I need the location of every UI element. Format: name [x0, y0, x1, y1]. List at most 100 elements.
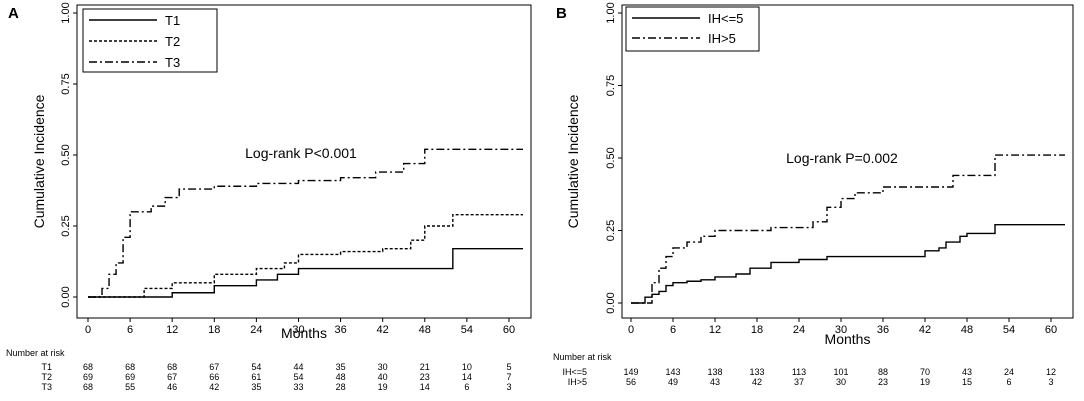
panel-a-legend: T1 T2 T3 — [82, 8, 218, 73]
panel-a-x-tick-label: 54 — [461, 324, 473, 336]
panel-a-risk-value: 67 — [209, 362, 219, 372]
panel-a-y-tick-label: 0.75 — [60, 73, 72, 94]
panel-b-x-tick-label: 60 — [1045, 324, 1057, 336]
panel-b-risk-table-title: Number at risk — [553, 352, 612, 362]
panel-b-risk-value: 19 — [920, 377, 930, 387]
panel-a-x-axis-label: Months — [281, 325, 327, 341]
panel-b-legend-label: IH>5 — [708, 31, 736, 46]
panel-b-risk-value: 149 — [623, 367, 638, 377]
panel-a-risk-value: 69 — [125, 372, 135, 382]
panel-a-risk-value: 14 — [462, 372, 472, 382]
panel-a-x-tick-label: 12 — [166, 324, 178, 336]
panel-b-curve-ih-5 — [631, 154, 1065, 304]
panel-a-legend-label: T3 — [165, 55, 180, 70]
panel-a-legend-label: T1 — [165, 13, 180, 28]
panel-a-risk-row-label: T2 — [41, 372, 52, 382]
panel-b-risk-value: 23 — [878, 377, 888, 387]
panel-a-y-tick-label: 0.00 — [60, 286, 72, 307]
panel-b-risk-value: 37 — [794, 377, 804, 387]
panel-b-risk-value: 30 — [836, 377, 846, 387]
panel-b-risk-value: 133 — [749, 367, 764, 377]
panel-a-risk-value: 55 — [125, 382, 135, 392]
panel-b-x-tick-label: 30 — [835, 324, 847, 336]
panel-a-plot-frame — [76, 4, 532, 319]
panel-b-curve-ih-5 — [631, 224, 1065, 304]
panel-a-risk-value: 61 — [251, 372, 261, 382]
panel-b-curves — [631, 154, 1065, 304]
panel-a-risk-value: 5 — [506, 362, 511, 372]
panel-a-risk-row-label: T1 — [41, 362, 52, 372]
panel-a-risk-value: 54 — [251, 362, 261, 372]
panel-b-risk-value: 143 — [665, 367, 680, 377]
panel-a: A 0 6 12 18 24 30 36 42 48 54 600.000.250.500.751.… — [6, 2, 532, 392]
panel-a-risk-table-title: Number at risk — [6, 348, 65, 358]
panel-a-risk-value: 48 — [336, 372, 346, 382]
panel-a-risk-value: 14 — [420, 382, 430, 392]
panel-b-logrank-annotation: Log-rank P=0.002 — [786, 150, 898, 166]
panel-b-x-tick-label: 48 — [961, 324, 973, 336]
panel-b-x-tick-label: 24 — [793, 324, 805, 336]
panel-a-risk-value: 69 — [83, 372, 93, 382]
panel-b-x-tick-label: 42 — [919, 324, 931, 336]
panel-a-risk-value: 68 — [83, 382, 93, 392]
panel-a-risk-value: 68 — [125, 362, 135, 372]
panel-a-curve-t3 — [88, 148, 523, 298]
panel-b-legend-box — [625, 6, 760, 52]
panel-a-curve-t2 — [88, 213, 523, 298]
panel-b-y-tick-label: 0.25 — [605, 220, 617, 241]
panel-b-x-tick-label: 12 — [709, 324, 721, 336]
panel-a-logrank-annotation: Log-rank P<0.001 — [245, 145, 357, 161]
panel-a-risk-value: 28 — [336, 382, 346, 392]
panel-b-risk-value: 49 — [668, 377, 678, 387]
panel-b-x-tick-label: 18 — [751, 324, 763, 336]
panel-b-y-tick-label: 0.75 — [605, 75, 617, 96]
panel-a-risk-value: 35 — [336, 362, 346, 372]
panel-a-risk-value: 68 — [167, 362, 177, 372]
panel-b-axes: 0 6 12 18 24 30 36 42 48 54 60 0.00 0.25 0.50 0.75 1.00 — [605, 2, 1057, 336]
panel-a-x-tick-label: 24 — [250, 324, 262, 336]
panel-b-risk-value: 43 — [962, 367, 972, 377]
panel-a-x-tick-label: 48 — [419, 324, 431, 336]
panel-a-risk-value: 68 — [83, 362, 93, 372]
panel-a-risk-value: 54 — [293, 372, 303, 382]
panel-a-y-tick-label: 0.50 — [60, 144, 72, 165]
panel-a-risk-value: 44 — [293, 362, 303, 372]
panel-a-risk-value: 3 — [506, 382, 511, 392]
panel-a-curve-t1 — [88, 248, 523, 298]
panel-b-legend: IH<=5 IH>5 — [625, 6, 760, 52]
panel-a-x-tick-label: 30 — [292, 324, 304, 336]
panel-b-x-tick-label: 54 — [1003, 324, 1015, 336]
panel-a-x-tick-label: 36 — [334, 324, 346, 336]
panel-a-risk-value: 23 — [420, 372, 430, 382]
panel-a-risk-value: 30 — [378, 362, 388, 372]
panel-b-legend-label: IH<=5 — [708, 11, 743, 26]
panel-b-risk-value: 88 — [878, 367, 888, 377]
panel-a-risk-value: 46 — [167, 382, 177, 392]
panel-b-x-tick-label: 6 — [670, 324, 676, 336]
panel-a-risk-value: 33 — [293, 382, 303, 392]
panel-b-risk-value: 6 — [1006, 377, 1011, 387]
panel-b-risk-row-label: IH>5 — [568, 377, 587, 387]
panel-b-risk-value: 12 — [1046, 367, 1056, 377]
panel-b-risk-value: 42 — [752, 377, 762, 387]
panel-b-risk-row-label: IH<=5 — [562, 367, 587, 377]
panel-b-risk-value: 24 — [1004, 367, 1014, 377]
panel-a-curves — [88, 148, 523, 298]
panel-b-x-axis-label: Months — [825, 331, 871, 347]
panel-b-y-axis-label: Cumulative Incidence — [565, 94, 581, 228]
panel-a-risk-value: 19 — [378, 382, 388, 392]
panel-b-letter: B — [556, 5, 567, 22]
panel-a-risk-value: 10 — [462, 362, 472, 372]
panel-b-risk-value: 3 — [1048, 377, 1053, 387]
panel-b-risk-table: Number at risk IH<=5 149 143 138 133 113 101 88… — [553, 352, 1056, 387]
panel-b-risk-value: 56 — [626, 377, 636, 387]
panel-a-x-tick-label: 0 — [85, 324, 91, 336]
panel-b-x-tick-label: 0 — [628, 324, 634, 336]
panel-a-axes: 0 6 12 18 24 30 36 42 48 54 60 0.00 0.25 0.50 0.75 1.00 — [60, 2, 515, 336]
panel-a-legend-label: T2 — [165, 34, 180, 49]
panel-a-x-tick-label: 18 — [208, 324, 220, 336]
panel-a-risk-row-label: T3 — [41, 382, 52, 392]
panel-a-risk-value: 21 — [420, 362, 430, 372]
panel-a-risk-value: 40 — [378, 372, 388, 382]
